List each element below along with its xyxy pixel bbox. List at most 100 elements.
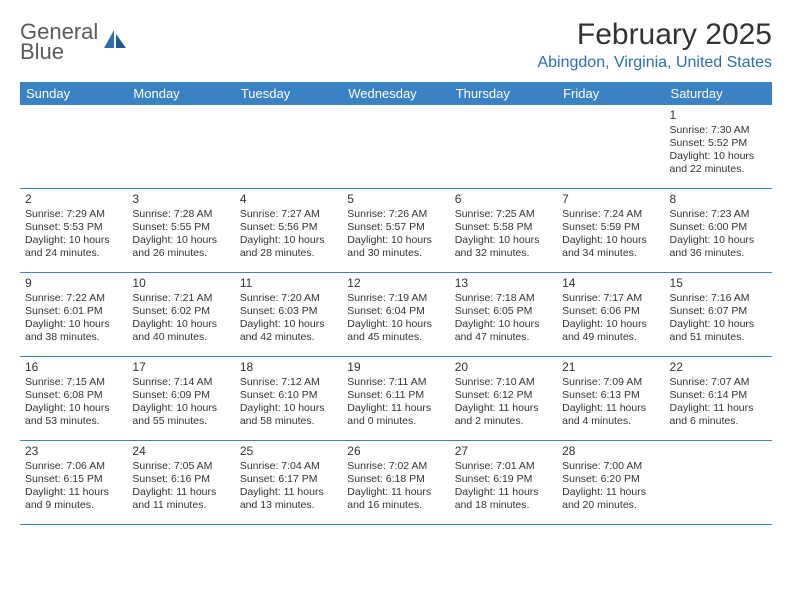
- day-header-row: Sunday Monday Tuesday Wednesday Thursday…: [20, 82, 772, 105]
- dl2-text: and 24 minutes.: [25, 247, 122, 260]
- day-number: 18: [240, 360, 337, 375]
- dl1-text: Daylight: 10 hours: [25, 234, 122, 247]
- sunrise-text: Sunrise: 7:01 AM: [455, 460, 552, 473]
- sunset-text: Sunset: 6:15 PM: [25, 473, 122, 486]
- sunrise-text: Sunrise: 7:16 AM: [670, 292, 767, 305]
- day-cell: 6Sunrise: 7:25 AMSunset: 5:58 PMDaylight…: [450, 189, 557, 272]
- dl1-text: Daylight: 10 hours: [25, 402, 122, 415]
- sunset-text: Sunset: 6:11 PM: [347, 389, 444, 402]
- logo: General Blue: [20, 22, 128, 62]
- day-number: 17: [132, 360, 229, 375]
- day-cell: [557, 105, 664, 188]
- day-cell: 22Sunrise: 7:07 AMSunset: 6:14 PMDayligh…: [665, 357, 772, 440]
- sunset-text: Sunset: 5:53 PM: [25, 221, 122, 234]
- sunset-text: Sunset: 5:57 PM: [347, 221, 444, 234]
- dl1-text: Daylight: 11 hours: [562, 402, 659, 415]
- sunset-text: Sunset: 6:17 PM: [240, 473, 337, 486]
- dl2-text: and 47 minutes.: [455, 331, 552, 344]
- day-cell: 23Sunrise: 7:06 AMSunset: 6:15 PMDayligh…: [20, 441, 127, 524]
- sunset-text: Sunset: 5:56 PM: [240, 221, 337, 234]
- dl2-text: and 34 minutes.: [562, 247, 659, 260]
- dl1-text: Daylight: 11 hours: [455, 486, 552, 499]
- dl1-text: Daylight: 11 hours: [240, 486, 337, 499]
- day-number: 25: [240, 444, 337, 459]
- dl1-text: Daylight: 10 hours: [240, 234, 337, 247]
- day-number: 5: [347, 192, 444, 207]
- sunrise-text: Sunrise: 7:00 AM: [562, 460, 659, 473]
- day-number: 14: [562, 276, 659, 291]
- dl1-text: Daylight: 11 hours: [562, 486, 659, 499]
- sunset-text: Sunset: 6:04 PM: [347, 305, 444, 318]
- week-row: 2Sunrise: 7:29 AMSunset: 5:53 PMDaylight…: [20, 189, 772, 273]
- sunset-text: Sunset: 6:16 PM: [132, 473, 229, 486]
- day-number: 21: [562, 360, 659, 375]
- dl2-text: and 30 minutes.: [347, 247, 444, 260]
- dl1-text: Daylight: 10 hours: [562, 318, 659, 331]
- dl1-text: Daylight: 11 hours: [347, 402, 444, 415]
- day-number: 12: [347, 276, 444, 291]
- dl2-text: and 9 minutes.: [25, 499, 122, 512]
- dl2-text: and 13 minutes.: [240, 499, 337, 512]
- day-cell: 4Sunrise: 7:27 AMSunset: 5:56 PMDaylight…: [235, 189, 342, 272]
- sunrise-text: Sunrise: 7:20 AM: [240, 292, 337, 305]
- day-number: 4: [240, 192, 337, 207]
- dl2-text: and 58 minutes.: [240, 415, 337, 428]
- day-number: 6: [455, 192, 552, 207]
- sunset-text: Sunset: 6:00 PM: [670, 221, 767, 234]
- day-cell: 11Sunrise: 7:20 AMSunset: 6:03 PMDayligh…: [235, 273, 342, 356]
- sunrise-text: Sunrise: 7:28 AM: [132, 208, 229, 221]
- dl1-text: Daylight: 10 hours: [347, 234, 444, 247]
- sunset-text: Sunset: 6:02 PM: [132, 305, 229, 318]
- dl1-text: Daylight: 11 hours: [670, 402, 767, 415]
- month-title: February 2025: [537, 18, 772, 52]
- dl2-text: and 16 minutes.: [347, 499, 444, 512]
- logo-text-block: General Blue: [20, 22, 98, 62]
- dl2-text: and 6 minutes.: [670, 415, 767, 428]
- dl1-text: Daylight: 11 hours: [347, 486, 444, 499]
- day-number: 1: [670, 108, 767, 123]
- title-block: February 2025 Abingdon, Virginia, United…: [537, 18, 772, 72]
- day-header: Thursday: [450, 82, 557, 105]
- week-row: 16Sunrise: 7:15 AMSunset: 6:08 PMDayligh…: [20, 357, 772, 441]
- day-header: Monday: [127, 82, 234, 105]
- day-cell: 28Sunrise: 7:00 AMSunset: 6:20 PMDayligh…: [557, 441, 664, 524]
- dl2-text: and 32 minutes.: [455, 247, 552, 260]
- dl2-text: and 0 minutes.: [347, 415, 444, 428]
- sunset-text: Sunset: 6:03 PM: [240, 305, 337, 318]
- dl1-text: Daylight: 10 hours: [455, 318, 552, 331]
- sunrise-text: Sunrise: 7:11 AM: [347, 376, 444, 389]
- calendar-grid: Sunday Monday Tuesday Wednesday Thursday…: [20, 82, 772, 525]
- sunrise-text: Sunrise: 7:19 AM: [347, 292, 444, 305]
- day-number: 9: [25, 276, 122, 291]
- day-number: 7: [562, 192, 659, 207]
- dl1-text: Daylight: 10 hours: [347, 318, 444, 331]
- day-number: 16: [25, 360, 122, 375]
- calendar-page: General Blue February 2025 Abingdon, Vir…: [0, 0, 792, 535]
- dl1-text: Daylight: 11 hours: [455, 402, 552, 415]
- day-header: Friday: [557, 82, 664, 105]
- dl1-text: Daylight: 10 hours: [132, 318, 229, 331]
- dl1-text: Daylight: 10 hours: [240, 402, 337, 415]
- sunrise-text: Sunrise: 7:23 AM: [670, 208, 767, 221]
- dl2-text: and 36 minutes.: [670, 247, 767, 260]
- day-number: 13: [455, 276, 552, 291]
- week-row: 23Sunrise: 7:06 AMSunset: 6:15 PMDayligh…: [20, 441, 772, 525]
- dl2-text: and 49 minutes.: [562, 331, 659, 344]
- sunrise-text: Sunrise: 7:12 AM: [240, 376, 337, 389]
- sunset-text: Sunset: 6:12 PM: [455, 389, 552, 402]
- dl2-text: and 45 minutes.: [347, 331, 444, 344]
- dl2-text: and 42 minutes.: [240, 331, 337, 344]
- dl2-text: and 40 minutes.: [132, 331, 229, 344]
- day-cell: 2Sunrise: 7:29 AMSunset: 5:53 PMDaylight…: [20, 189, 127, 272]
- sunset-text: Sunset: 6:09 PM: [132, 389, 229, 402]
- dl1-text: Daylight: 10 hours: [670, 234, 767, 247]
- day-cell: 12Sunrise: 7:19 AMSunset: 6:04 PMDayligh…: [342, 273, 449, 356]
- dl1-text: Daylight: 10 hours: [562, 234, 659, 247]
- sunset-text: Sunset: 6:05 PM: [455, 305, 552, 318]
- day-cell: 24Sunrise: 7:05 AMSunset: 6:16 PMDayligh…: [127, 441, 234, 524]
- sunset-text: Sunset: 6:07 PM: [670, 305, 767, 318]
- day-cell: 14Sunrise: 7:17 AMSunset: 6:06 PMDayligh…: [557, 273, 664, 356]
- sunset-text: Sunset: 6:10 PM: [240, 389, 337, 402]
- day-cell: 3Sunrise: 7:28 AMSunset: 5:55 PMDaylight…: [127, 189, 234, 272]
- sunset-text: Sunset: 6:19 PM: [455, 473, 552, 486]
